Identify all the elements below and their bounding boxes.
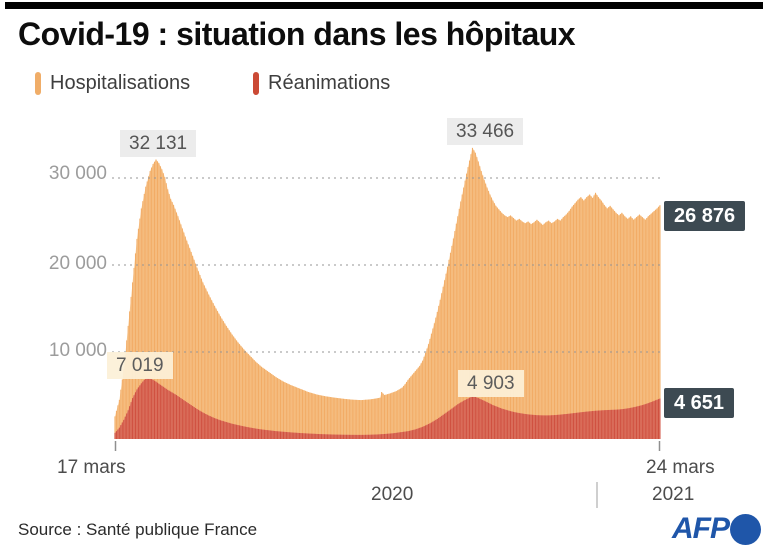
hospitalisations-swatch-icon bbox=[35, 72, 41, 95]
y-tick-label-20000: 20 000 bbox=[48, 253, 107, 274]
x-axis-end-label: 24 mars bbox=[646, 457, 715, 478]
year-label-2020: 2020 bbox=[371, 484, 414, 505]
axis-ticks bbox=[114, 441, 661, 451]
gridlines bbox=[112, 177, 660, 353]
year-separator bbox=[596, 482, 598, 508]
top-bar bbox=[5, 2, 763, 9]
afp-logo: AFP bbox=[672, 512, 761, 546]
legend-item-reanimations: Réanimations bbox=[253, 72, 390, 95]
year-label-2021: 2021 bbox=[652, 484, 695, 505]
annotation-rea-peak1: 7 019 bbox=[107, 352, 173, 379]
annotation-hosp-peak2: 33 466 bbox=[447, 118, 524, 145]
afp-logo-text: AFP bbox=[672, 512, 730, 545]
legend-item-hospitalisations: Hospitalisations bbox=[35, 72, 190, 95]
annotation-rea-current: 4 651 bbox=[664, 388, 735, 418]
afp-logo-globe-icon bbox=[730, 513, 761, 545]
annotation-rea-peak2: 4 903 bbox=[458, 370, 524, 397]
reanimations-area bbox=[114, 377, 661, 440]
y-tick-label-30000: 30 000 bbox=[48, 163, 107, 184]
legend-label-hospitalisations: Hospitalisations bbox=[50, 72, 191, 94]
y-tick-label-10000: 10 000 bbox=[48, 340, 107, 361]
x-axis-start-label: 17 mars bbox=[57, 457, 126, 478]
source-credit: Source : Santé publique France bbox=[18, 520, 258, 539]
legend-label-reanimations: Réanimations bbox=[268, 72, 391, 94]
annotation-hosp-peak1: 32 131 bbox=[120, 130, 197, 157]
hospitalisations-area bbox=[114, 147, 661, 440]
annotation-hosp-current: 26 876 bbox=[664, 201, 746, 231]
reanimations-swatch-icon bbox=[253, 72, 259, 95]
page-title: Covid-19 : situation dans les hôpitaux bbox=[18, 16, 576, 52]
